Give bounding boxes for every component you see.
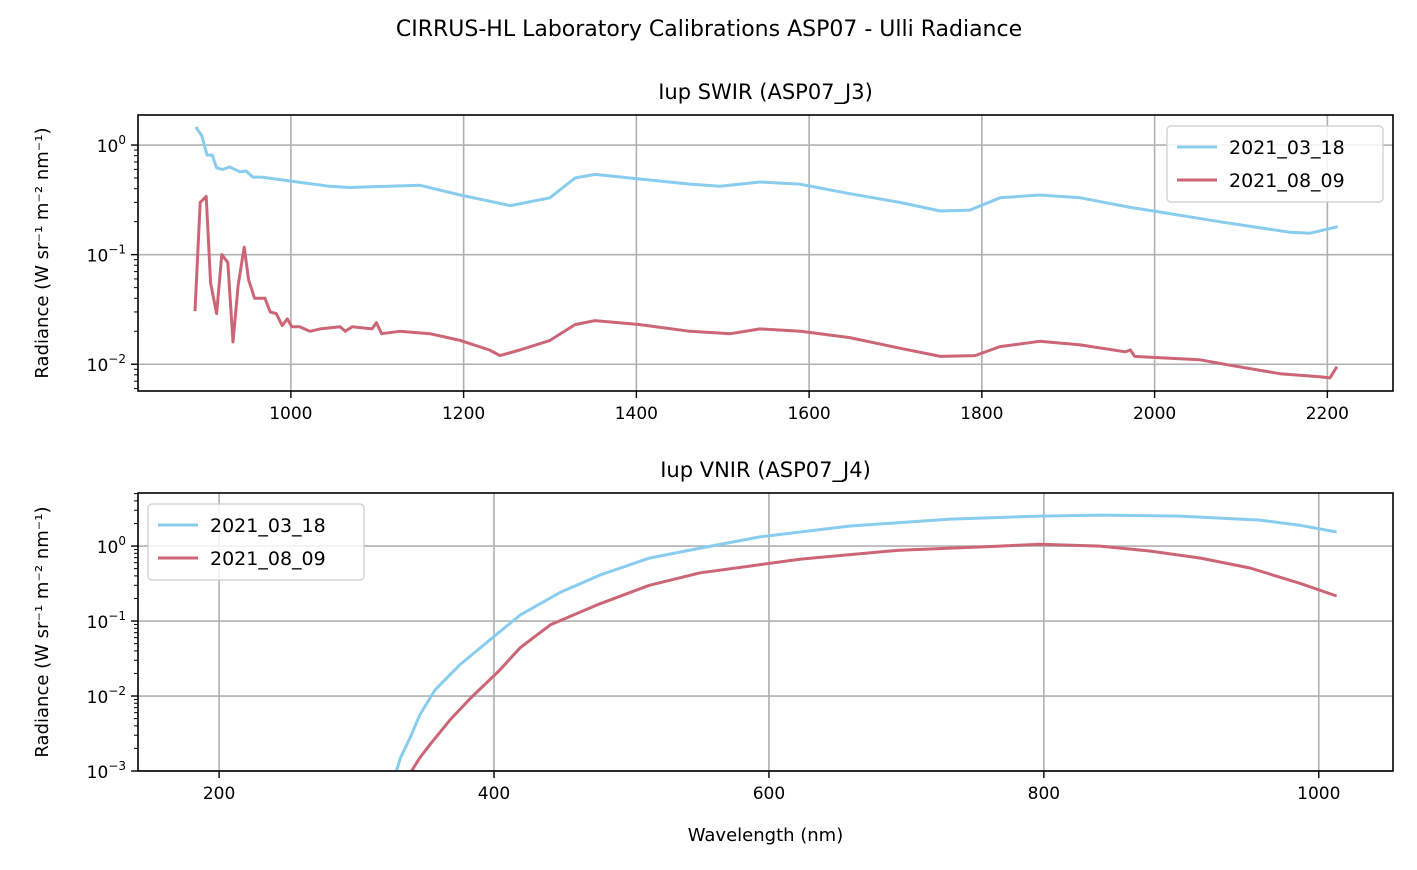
y-axis-label: Radiance (W sr⁻¹ m⁻² nm⁻¹) <box>32 506 53 757</box>
y-tick-label: 10−1 <box>87 609 126 633</box>
y-tick-exponent: 0 <box>118 133 126 147</box>
y-tick-base: 10 <box>87 763 109 783</box>
x-tick-label: 400 <box>478 784 510 804</box>
swir-subplot: 1000 1200 1400 1600 1800 2000 220010010−110−2I… <box>32 80 1394 424</box>
x-tick-label: 1000 <box>1297 784 1340 804</box>
legend: 2021_03_18 2021_08_09 <box>147 503 365 581</box>
legend-box <box>1166 125 1384 203</box>
y-tick-label: 10−1 <box>87 243 126 267</box>
y-tick-label: 100 <box>97 534 126 558</box>
x-tick-label: 800 <box>1028 784 1060 804</box>
y-tick-label: 10−3 <box>87 759 126 783</box>
axes-frame <box>137 492 1394 772</box>
x-tick-label: 2000 <box>1133 404 1176 424</box>
legend-label: 2021_03_18 <box>1229 137 1345 159</box>
x-tick-label: 200 <box>203 784 235 804</box>
x-tick-label: 600 <box>753 784 785 804</box>
series-line-2021_08_09 <box>193 194 1339 380</box>
y-tick-base: 10 <box>97 137 119 157</box>
y-tick-exponent: −1 <box>108 243 126 257</box>
x-tick-label: 1200 <box>442 404 485 424</box>
subplot-title: Iup VNIR (ASP07_J4) <box>660 458 871 483</box>
axes-frame <box>137 114 1394 392</box>
series-line-2021_03_18 <box>194 126 1339 235</box>
y-tick-label: 10−2 <box>87 352 126 376</box>
legend: 2021_03_18 2021_08_09 <box>1166 125 1384 203</box>
legend-label: 2021_03_18 <box>210 515 326 537</box>
x-tick-label: 1000 <box>269 404 312 424</box>
x-axis-label: Wavelength (nm) <box>688 825 844 846</box>
legend-label: 2021_08_09 <box>1229 170 1345 192</box>
y-tick-label: 100 <box>97 133 126 157</box>
y-tick-base: 10 <box>87 356 109 376</box>
x-tick-label: 1800 <box>960 404 1003 424</box>
x-tick-label: 2200 <box>1306 404 1349 424</box>
y-tick-exponent: −2 <box>108 684 126 698</box>
y-axis-label: Radiance (W sr⁻¹ m⁻² nm⁻¹) <box>32 127 53 378</box>
series-line-2021_03_18 <box>394 513 1337 771</box>
y-tick-exponent: −2 <box>108 352 126 366</box>
figure-title: CIRRUS-HL Laboratory Calibrations ASP07 … <box>396 17 1022 42</box>
y-tick-base: 10 <box>97 538 119 558</box>
y-tick-exponent: −1 <box>108 609 126 623</box>
subplot-title: Iup SWIR (ASP07_J3) <box>658 80 873 105</box>
y-tick-base: 10 <box>87 613 109 633</box>
y-tick-base: 10 <box>87 688 109 708</box>
series-line-2021_08_09 <box>410 542 1338 771</box>
y-tick-base: 10 <box>87 247 109 267</box>
y-tick-label: 10−2 <box>87 684 126 708</box>
y-tick-exponent: 0 <box>118 534 126 548</box>
x-tick-label: 1400 <box>615 404 658 424</box>
legend-label: 2021_08_09 <box>210 548 326 570</box>
legend-box <box>147 503 365 581</box>
y-tick-exponent: −3 <box>108 759 126 773</box>
x-tick-label: 1600 <box>787 404 830 424</box>
